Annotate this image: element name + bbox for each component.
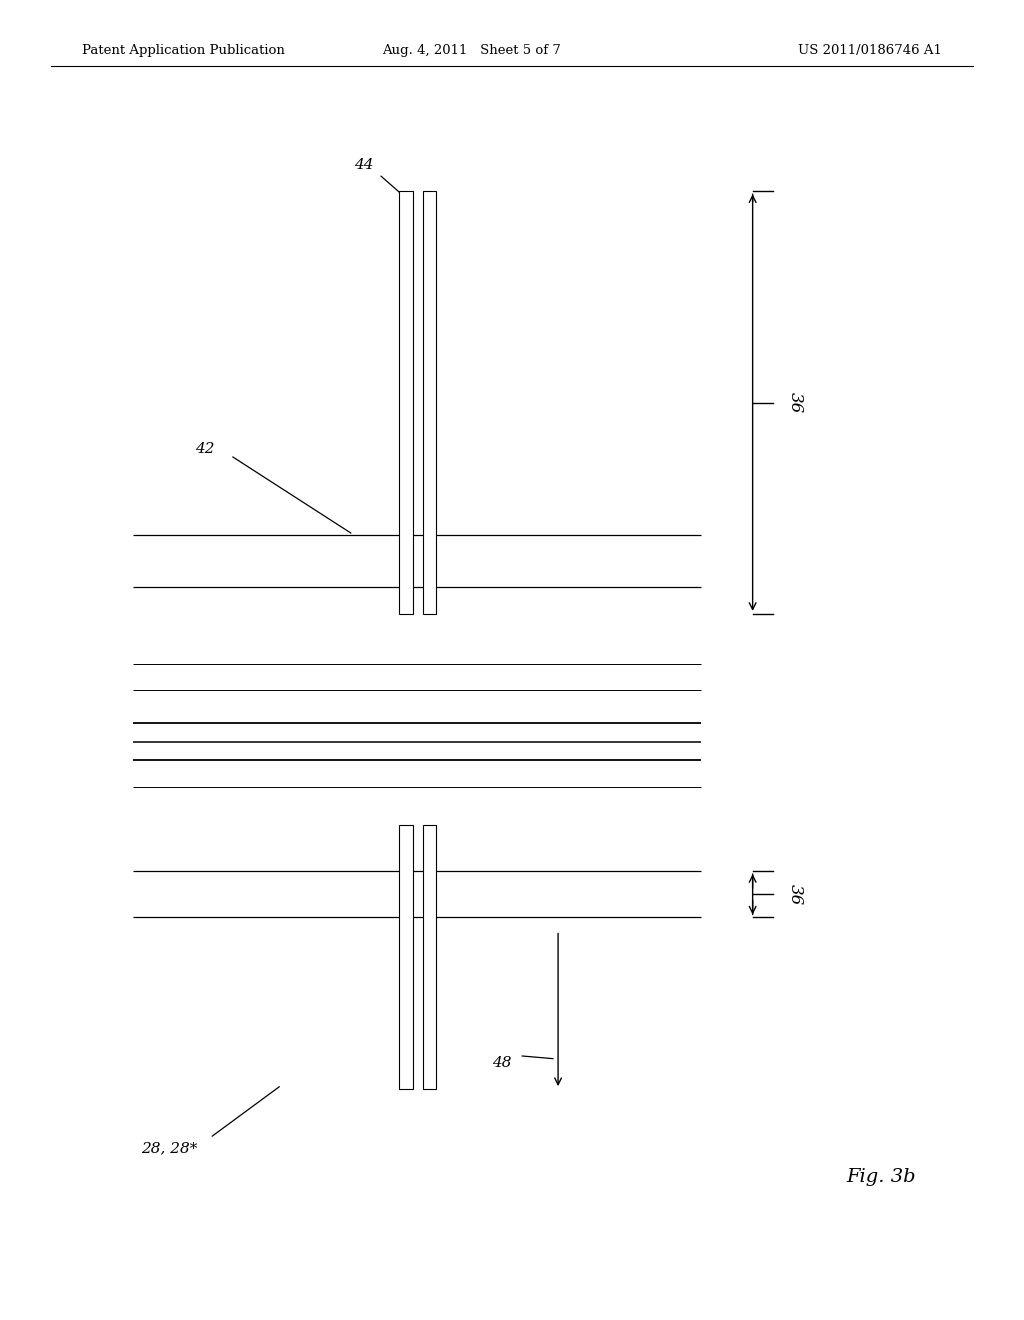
Text: 42: 42 (195, 442, 215, 455)
Text: 48: 48 (493, 1056, 512, 1069)
Text: 36: 36 (786, 884, 804, 906)
Text: Fig. 3b: Fig. 3b (846, 1168, 915, 1187)
Text: 44: 44 (353, 158, 374, 172)
Bar (399, 825, 413, 1089)
Text: Patent Application Publication: Patent Application Publication (82, 44, 285, 57)
Text: 36: 36 (786, 392, 804, 413)
Bar (423, 825, 436, 1089)
Text: US 2011/0186746 A1: US 2011/0186746 A1 (798, 44, 942, 57)
Bar (423, 191, 436, 614)
Text: Aug. 4, 2011   Sheet 5 of 7: Aug. 4, 2011 Sheet 5 of 7 (382, 44, 560, 57)
Text: 28, 28*: 28, 28* (140, 1142, 198, 1155)
Bar (399, 191, 413, 614)
